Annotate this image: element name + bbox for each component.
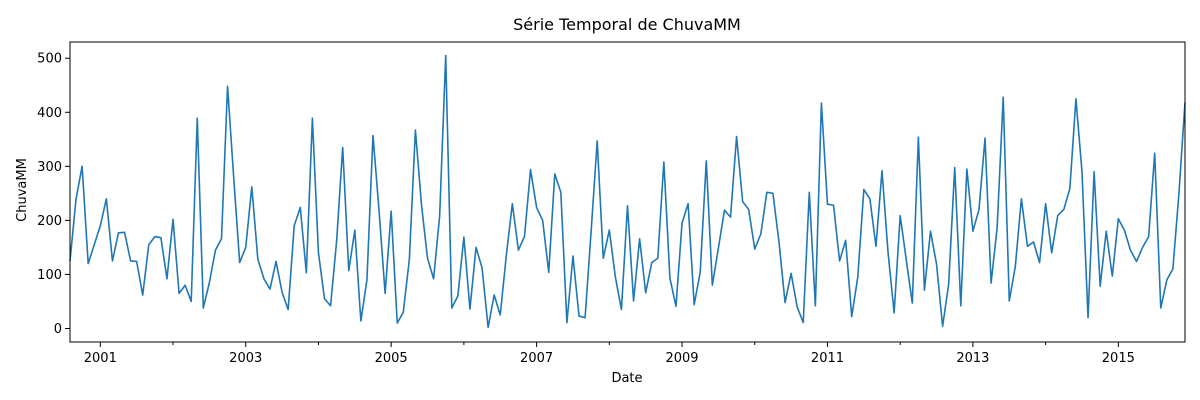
x-tick-label: 2001 — [84, 351, 117, 366]
x-tick-label: 2009 — [665, 351, 698, 366]
x-tick-label: 2005 — [375, 351, 408, 366]
x-tick-label: 2015 — [1102, 351, 1135, 366]
x-tick-label: 2007 — [520, 351, 553, 366]
x-tick-label: 2003 — [229, 351, 262, 366]
y-tick-label: 0 — [54, 322, 62, 337]
chart-title: Série Temporal de ChuvaMM — [513, 15, 741, 34]
x-tick-label: 2011 — [811, 351, 844, 366]
y-tick-label: 200 — [37, 214, 62, 229]
y-tick-label: 300 — [37, 160, 62, 175]
y-axis-label: ChuvaMM — [15, 158, 30, 222]
series-line — [69, 54, 1186, 329]
y-tick-label: 400 — [37, 106, 62, 121]
plot-area: 0 100 200 300 400 500 2001 2003 2005 2007 2009 2011… — [37, 41, 1186, 366]
plot-frame — [69, 41, 1186, 343]
y-tick-label: 100 — [37, 268, 62, 283]
x-tick-label: 2013 — [956, 351, 989, 366]
x-axis-label: Date — [611, 371, 642, 386]
y-tick-label: 500 — [37, 52, 62, 67]
